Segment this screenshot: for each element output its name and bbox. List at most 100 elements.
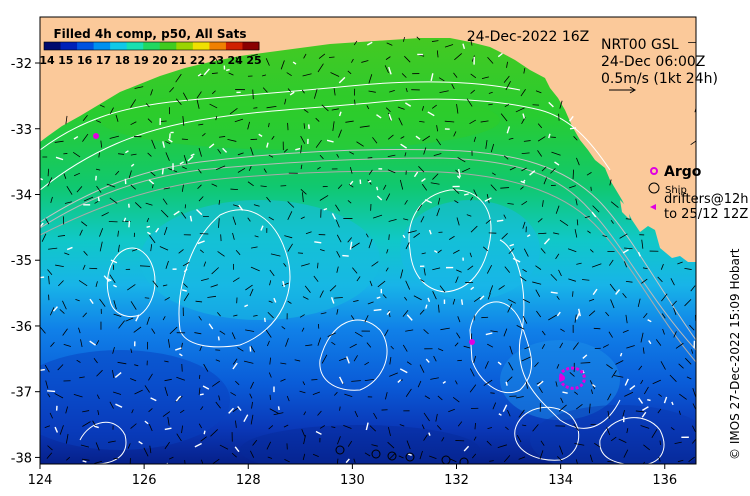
current-vector (455, 276, 459, 284)
current-vector (626, 345, 635, 349)
drifter-track (648, 340, 652, 345)
current-vector (211, 72, 218, 74)
current-vector (515, 107, 525, 113)
current-vector (286, 395, 290, 402)
current-vector (109, 197, 118, 204)
drifter-track (470, 286, 475, 291)
drifter-track (554, 161, 560, 166)
current-vector (607, 393, 612, 401)
drifter-track (232, 362, 238, 370)
drifter-track (591, 384, 596, 388)
current-vector (232, 406, 240, 413)
current-vector (164, 297, 170, 301)
current-vector (145, 202, 153, 206)
current-vector (57, 364, 64, 371)
current-vector (162, 284, 168, 287)
current-vector (366, 342, 372, 348)
current-vector (348, 183, 354, 188)
current-vector (215, 401, 221, 409)
current-vector (287, 88, 292, 92)
current-vector (167, 416, 170, 426)
current-vector (65, 115, 68, 125)
current-vector (587, 230, 591, 234)
current-vector (130, 378, 137, 382)
current-vector (641, 278, 648, 284)
current-vector (113, 313, 122, 317)
drifter-track (203, 430, 206, 435)
current-vector (444, 120, 455, 123)
drifter-track (199, 393, 204, 396)
current-vector (267, 340, 270, 347)
current-vector (470, 37, 473, 46)
drifter-track (113, 284, 117, 288)
current-vector (336, 153, 340, 158)
drifter-track (243, 414, 249, 423)
current-vector (641, 239, 644, 249)
current-vector (300, 263, 310, 267)
current-vector (319, 249, 325, 252)
current-vector (548, 314, 557, 321)
current-vector (615, 360, 624, 365)
current-vector (607, 410, 610, 419)
current-vector (500, 187, 510, 189)
current-vector (692, 403, 696, 411)
current-vector (109, 274, 116, 284)
current-vector (269, 269, 275, 277)
date-title: 24-Dec-2022 16Z (467, 29, 590, 45)
current-vector (522, 268, 527, 273)
drifter-track (197, 73, 202, 77)
current-vector (183, 283, 188, 288)
current-vector (670, 427, 675, 431)
current-vector (576, 219, 579, 226)
current-vector (268, 154, 274, 158)
current-vector (98, 152, 100, 158)
current-vector (532, 424, 539, 432)
current-vector (377, 280, 386, 288)
current-vector (574, 391, 579, 395)
current-vector (473, 296, 481, 303)
current-vector (522, 221, 526, 229)
current-vector (95, 120, 101, 123)
current-vector (168, 456, 174, 460)
current-vector (339, 357, 348, 362)
current-vector (678, 363, 684, 369)
current-vector (175, 73, 182, 83)
current-vector (303, 435, 306, 445)
drifter-track (222, 147, 228, 153)
drifter-track (647, 399, 651, 402)
current-vector (217, 251, 225, 257)
current-vector (642, 461, 645, 464)
colorbar-label: 17 (96, 54, 111, 67)
current-vector (402, 310, 409, 317)
current-vector (367, 301, 374, 305)
drifter-track (155, 227, 160, 233)
current-vector (302, 381, 306, 386)
current-vector (556, 363, 560, 369)
current-vector (690, 285, 696, 292)
current-vector (435, 413, 438, 422)
current-vector (179, 409, 185, 414)
current-vector (145, 103, 150, 108)
current-vector (418, 166, 425, 173)
current-vector (471, 55, 475, 62)
current-vector (252, 439, 258, 446)
current-vector (539, 450, 544, 460)
current-vector (486, 440, 492, 446)
current-vector (473, 436, 477, 441)
current-vector (500, 113, 508, 122)
current-vector (575, 404, 583, 410)
current-vector (273, 412, 284, 416)
current-vector (113, 300, 117, 310)
current-vector (251, 246, 258, 249)
drifter-track (40, 368, 45, 372)
drifter-track (433, 250, 438, 254)
current-vector (423, 434, 428, 441)
current-vector (560, 397, 564, 404)
current-vector (253, 204, 260, 207)
drifter-track (543, 238, 551, 245)
velocity-scale-text: 0.5m/s (1kt 24h) (601, 71, 718, 87)
current-vector (181, 212, 187, 219)
current-vector (625, 280, 633, 283)
current-vector (76, 359, 81, 363)
ship-marker (405, 452, 415, 462)
